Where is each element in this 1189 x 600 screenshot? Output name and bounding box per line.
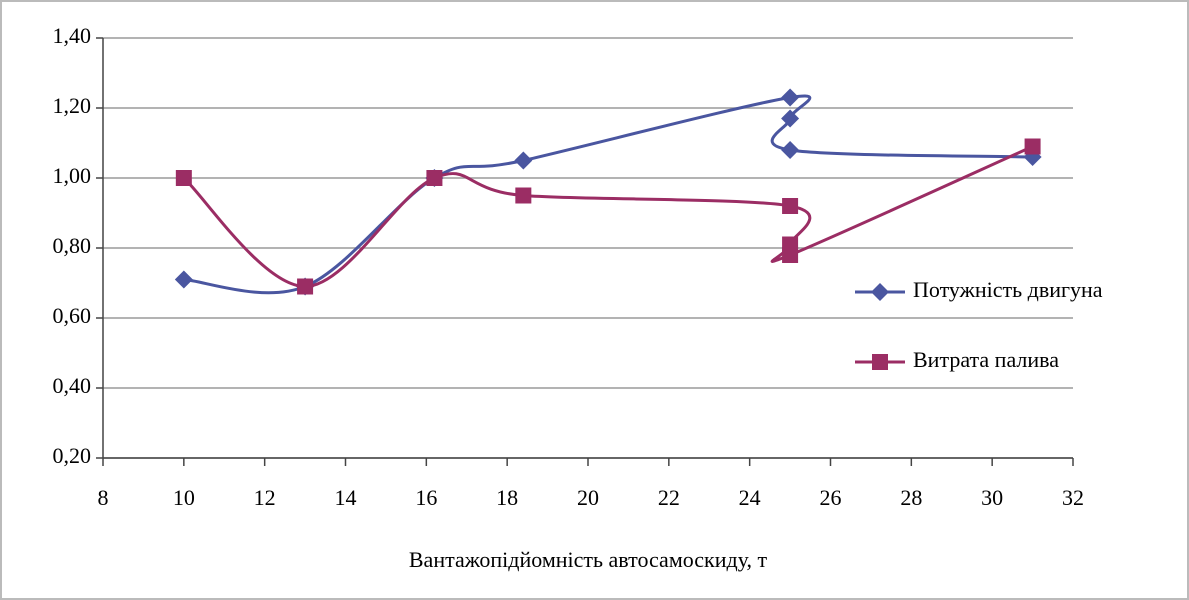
legend-label: Потужність двигуна (913, 277, 1103, 302)
legend-marker (871, 283, 889, 301)
data-point (782, 198, 799, 214)
x-tick-label: 20 (577, 485, 599, 510)
x-tick-label: 24 (739, 485, 761, 510)
y-tick-label: 0,20 (53, 443, 92, 468)
data-point (781, 141, 800, 159)
x-tick-label: 28 (900, 485, 922, 510)
x-tick-label: 26 (820, 485, 842, 510)
data-point (426, 170, 443, 186)
x-tick-label: 16 (415, 485, 437, 510)
y-tick-label: 0,80 (53, 233, 92, 258)
x-tick-label: 12 (254, 485, 276, 510)
data-point (1024, 138, 1041, 155)
data-point (781, 109, 800, 128)
x-tick-label: 14 (335, 485, 357, 510)
data-point (515, 187, 532, 204)
y-tick-label: 1,20 (53, 93, 92, 118)
data-point (782, 247, 799, 263)
legend-label: Витрата палива (913, 347, 1059, 372)
x-tick-label: 30 (981, 485, 1003, 510)
x-tick-label: 10 (173, 485, 195, 510)
x-tick-label: 32 (1062, 485, 1084, 510)
y-tick-label: 0,60 (53, 303, 92, 328)
x-axis-label: Вантажопідйомність автосамоскиду, т (409, 547, 768, 572)
data-point (781, 88, 800, 107)
y-tick-label: 1,00 (53, 163, 92, 188)
data-point (514, 151, 533, 170)
y-tick-label: 1,40 (53, 23, 92, 48)
x-tick-label: 18 (496, 485, 518, 510)
x-tick-label: 8 (98, 485, 109, 510)
data-point (175, 170, 192, 186)
data-point (174, 270, 193, 289)
data-point (297, 278, 314, 295)
legend-marker (872, 354, 888, 370)
x-tick-label: 22 (658, 485, 680, 510)
y-tick-label: 0,40 (53, 373, 92, 398)
